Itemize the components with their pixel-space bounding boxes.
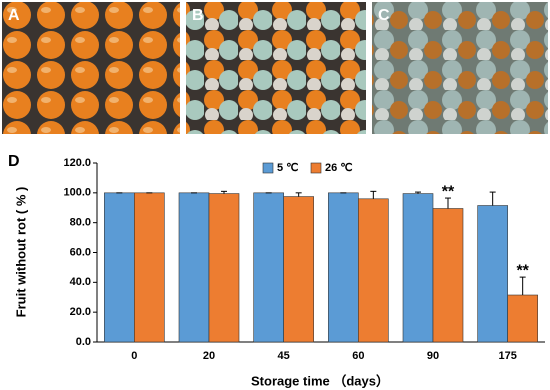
legend-swatch xyxy=(310,162,322,174)
legend-swatch xyxy=(262,162,274,174)
significance-label: ** xyxy=(442,183,455,200)
bar xyxy=(178,192,210,343)
significance-label: ** xyxy=(516,262,529,279)
photo-a xyxy=(2,2,180,134)
panel-label: D xyxy=(8,153,20,170)
x-tick-label: 45 xyxy=(278,350,290,362)
photo-c xyxy=(372,2,548,134)
bar xyxy=(402,193,434,343)
bar xyxy=(432,208,464,343)
bar xyxy=(358,198,389,343)
y-tick-label: 60.0 xyxy=(70,246,91,258)
y-axis-label: Fruit without rot ( % ) xyxy=(13,187,28,318)
panel-label: B xyxy=(192,7,204,24)
legend-label: 26 ℃ xyxy=(325,162,353,174)
bar xyxy=(104,192,135,343)
bar xyxy=(253,192,284,343)
bar xyxy=(328,192,359,343)
y-tick-label: 40.0 xyxy=(70,276,91,288)
panel-label: C xyxy=(378,7,390,24)
x-tick-label: 60 xyxy=(352,350,364,362)
y-tick-label: 100.0 xyxy=(63,187,91,199)
panel-label: A xyxy=(8,7,20,24)
x-tick-label: 20 xyxy=(203,350,215,362)
bar xyxy=(477,205,508,343)
x-tick-label: 0 xyxy=(131,350,137,362)
photos: A B C xyxy=(2,2,548,134)
x-axis-label: Storage time （days） xyxy=(251,373,389,388)
x-tick-label: 175 xyxy=(498,350,516,362)
bar xyxy=(283,196,314,343)
y-tick-label: 20.0 xyxy=(70,306,91,318)
y-tick-label: 0.0 xyxy=(76,336,91,348)
x-tick-label: 90 xyxy=(427,350,439,362)
bar xyxy=(208,193,240,343)
bar xyxy=(507,294,538,343)
bar xyxy=(134,192,165,343)
y-tick-label: 120.0 xyxy=(63,157,91,169)
y-tick-label: 80.0 xyxy=(70,217,91,229)
photo-b xyxy=(186,2,366,134)
legend-label: 5 ℃ xyxy=(277,162,299,174)
